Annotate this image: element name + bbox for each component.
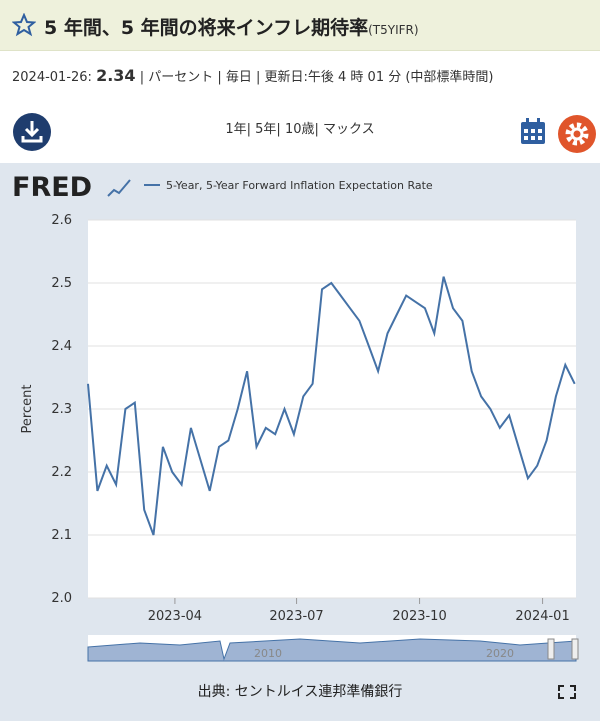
logo-glyph — [107, 179, 131, 197]
title: 5 年間、5 年間の将来インフレ期待率(T5YIFR) — [44, 13, 419, 40]
y-tick-label: 2.1 — [51, 528, 72, 543]
calendar-button[interactable] — [518, 117, 548, 147]
date: 2024-01-26: — [12, 70, 92, 85]
star-icon[interactable] — [12, 13, 36, 37]
x-tick-label: 2024-01 — [515, 609, 569, 624]
x-tick-label: 2023-10 — [392, 609, 446, 624]
fullscreen-icon[interactable] — [558, 685, 576, 699]
x-tick-label: 2023-07 — [269, 609, 323, 624]
navigator-handle[interactable] — [547, 638, 555, 660]
series-line — [87, 276, 576, 536]
header: 5 年間、5 年間の将来インフレ期待率(T5YIFR) — [0, 0, 600, 51]
legend-label: 5-Year, 5-Year Forward Inflation Expecta… — [166, 179, 433, 192]
info-line: 2024-01-26: 2.34 | パーセント | 毎日 | 更新日:午後 4… — [12, 66, 494, 85]
title-text: 5 年間、5 年間の将来インフレ期待率 — [44, 17, 369, 39]
download-button[interactable] — [12, 112, 52, 152]
source: 出典: セントルイス連邦準備銀行 — [197, 684, 403, 700]
chart-container: FRED 2010 2020 2.0 2.1 2.2 2.3 2.4 2.5 2.6 2023… — [0, 163, 600, 721]
y-tick-label: 2.2 — [51, 465, 72, 480]
y-tick-label: 2.4 — [51, 339, 72, 354]
series-id: (T5YIFR) — [368, 23, 419, 37]
range-links[interactable]: 1年| 5年| 10歳| マックス — [225, 122, 375, 137]
latest-value: 2.34 — [96, 66, 136, 85]
settings-button[interactable] — [557, 114, 597, 154]
navigator-label: 2010 — [254, 647, 282, 660]
meta: | パーセント | 毎日 | 更新日:午後 4 時 01 分 (中部標準時間) — [139, 70, 494, 85]
y-tick-label: 2.6 — [51, 213, 72, 228]
y-tick-label: 2.0 — [51, 591, 72, 606]
y-axis-label: Percent — [20, 385, 35, 434]
fred-logo: FRED — [12, 172, 92, 203]
x-tick-label: 2023-04 — [148, 609, 202, 624]
navigator-handle[interactable] — [571, 638, 579, 660]
y-tick-label: 2.3 — [51, 402, 72, 417]
y-tick-label: 2.5 — [51, 276, 72, 291]
navigator-label: 2020 — [486, 647, 514, 660]
chart: FRED 2010 2020 2.0 2.1 2.2 2.3 2.4 2.5 2.6 2023… — [12, 172, 579, 699]
